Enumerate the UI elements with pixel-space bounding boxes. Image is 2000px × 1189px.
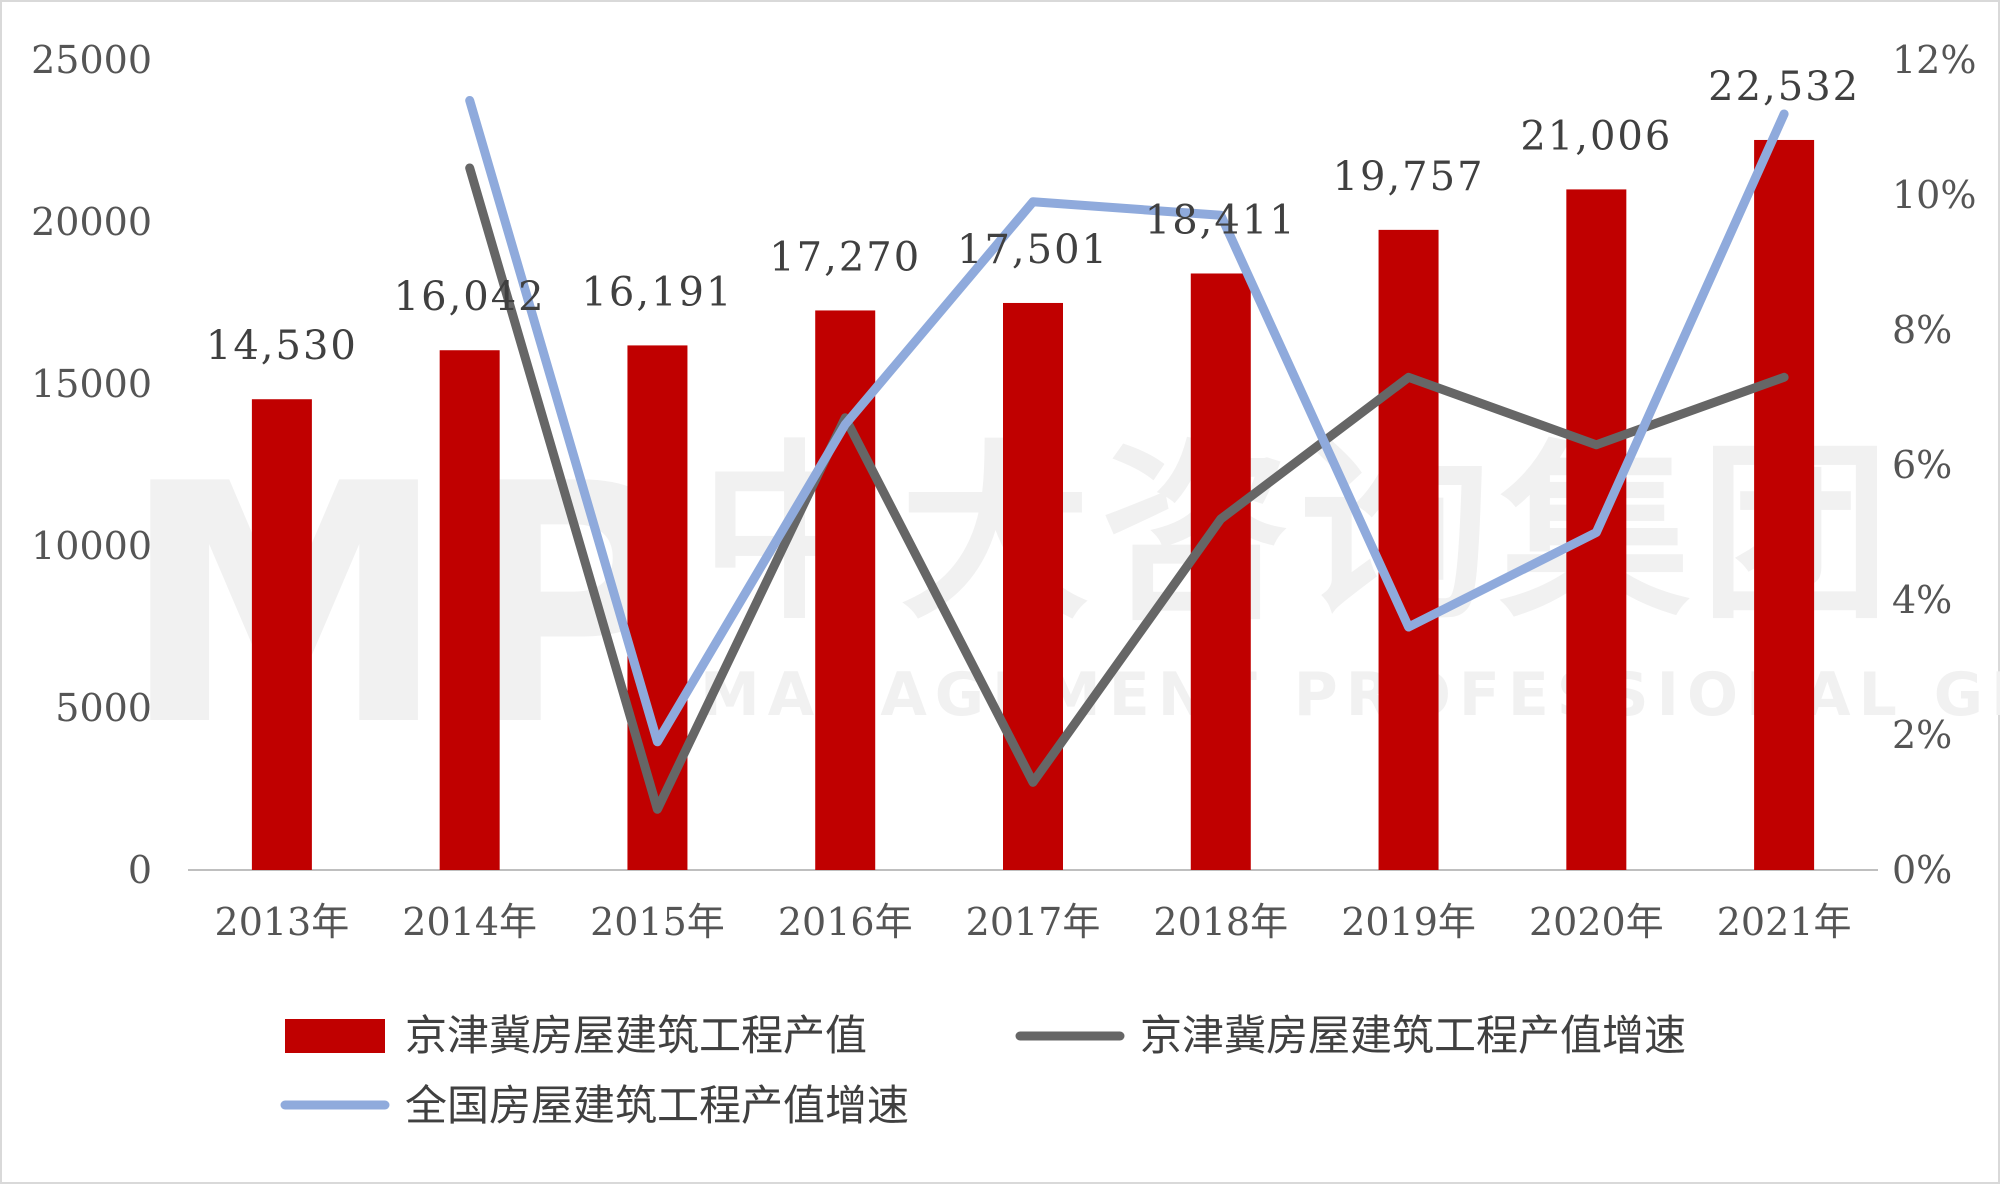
- legend-swatch-bar: [285, 1019, 385, 1053]
- legend-label-regional-output: 京津冀房屋建筑工程产值: [405, 1011, 867, 1060]
- y-right-tick-label: 6%: [1892, 443, 1952, 487]
- x-tick-label: 2017年: [966, 900, 1101, 944]
- watermark-logo: MP: [120, 414, 690, 798]
- bar-data-label: 16,191: [581, 269, 733, 315]
- x-tick-label: 2021年: [1717, 900, 1852, 944]
- bar-2014年: [440, 350, 500, 870]
- bar-2015年: [627, 345, 687, 870]
- y-right-tick-label: 12%: [1892, 38, 1976, 82]
- legend-label-regional-growth: 京津冀房屋建筑工程产值增速: [1140, 1011, 1686, 1060]
- x-tick-label: 2013年: [215, 900, 350, 944]
- y-left-tick-label: 10000: [31, 524, 152, 568]
- y-right-tick-label: 8%: [1892, 308, 1952, 352]
- x-tick-label: 2015年: [590, 900, 725, 944]
- y-left-tick-label: 15000: [31, 362, 152, 406]
- x-tick-label: 2020年: [1529, 900, 1664, 944]
- x-tick-label: 2014年: [402, 900, 537, 944]
- bar-data-label: 16,042: [394, 274, 546, 320]
- x-tick-label: 2016年: [778, 900, 913, 944]
- y-right-tick-label: 4%: [1892, 578, 1952, 622]
- y-left-tick-label: 5000: [55, 686, 152, 730]
- y-left-tick-label: 25000: [31, 38, 152, 82]
- bar-data-label: 14,530: [206, 323, 358, 369]
- legend-label-national-growth: 全国房屋建筑工程产值增速: [405, 1081, 909, 1130]
- bar-data-label: 22,532: [1708, 64, 1860, 110]
- bar-2013年: [252, 399, 312, 870]
- y-left-tick-label: 0: [128, 848, 152, 892]
- bar-2021年: [1754, 140, 1814, 870]
- bar-2018年: [1191, 273, 1251, 870]
- y-right-tick-label: 2%: [1892, 713, 1952, 757]
- y-right-tick-label: 0%: [1892, 848, 1952, 892]
- x-tick-label: 2018年: [1153, 900, 1288, 944]
- bar-data-label: 18,411: [1145, 197, 1297, 243]
- bar-data-label: 17,270: [769, 234, 921, 280]
- bar-data-label: 21,006: [1520, 113, 1672, 159]
- y-left-tick-label: 20000: [31, 200, 152, 244]
- x-tick-label: 2019年: [1341, 900, 1476, 944]
- y-right-tick-label: 10%: [1892, 173, 1976, 217]
- bar-data-label: 17,501: [957, 227, 1109, 273]
- bar-2019年: [1379, 230, 1439, 870]
- bar-data-label: 19,757: [1333, 154, 1485, 200]
